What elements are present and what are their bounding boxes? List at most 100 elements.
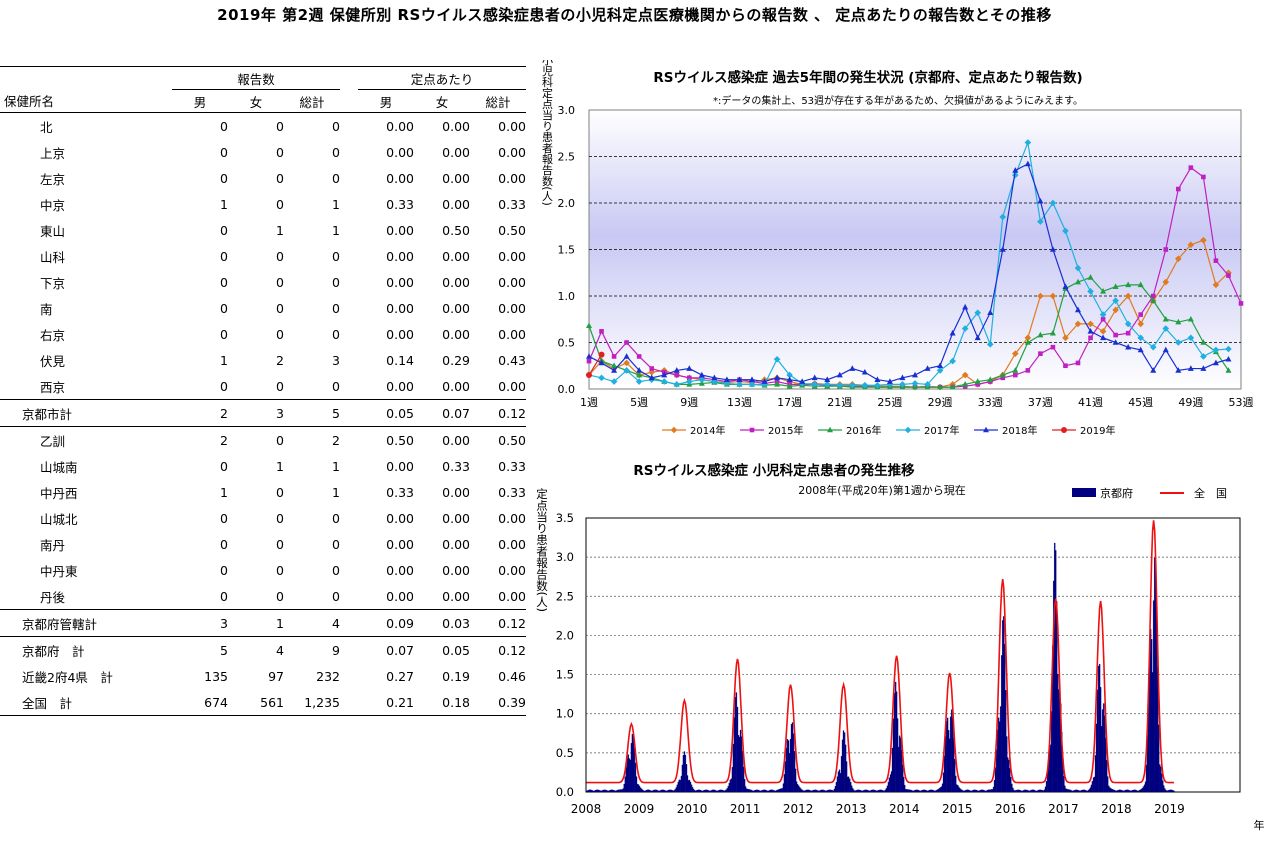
chart1-point [623, 367, 630, 374]
cell-female: 0 [276, 378, 284, 394]
chart1-point [1176, 186, 1181, 192]
chart1-point [937, 383, 944, 390]
cell-total: 1 [332, 458, 340, 474]
chart1-point [1187, 365, 1194, 371]
chart2-year-label: 2015 [942, 802, 973, 816]
chart1-xtick-label: 13週 [727, 396, 752, 409]
header-per-male: 男 [358, 89, 414, 113]
table-row: 丹後 0 0 0 0.00 0.00 0.00 [0, 583, 526, 610]
chart1-xtick-label: 5週 [630, 396, 648, 409]
chart1-point [1125, 343, 1132, 350]
cell-female: 97 [268, 668, 284, 684]
chart1-point [1162, 346, 1169, 353]
chart1-point [999, 246, 1006, 252]
cell-male: 3 [172, 609, 228, 637]
chart1-point [1187, 241, 1195, 249]
chart1-point [1075, 360, 1081, 366]
cell-per-total: 0.33 [498, 458, 526, 474]
chart1-legend-marker [1061, 427, 1067, 433]
cell-per-male: 0.00 [386, 458, 414, 474]
chart1-series-line [588, 354, 603, 376]
header-female: 女 [228, 89, 284, 113]
chart1-point [924, 381, 931, 388]
chart1-point [624, 340, 629, 345]
chart1-legend-marker [904, 426, 912, 434]
cell-female: 1 [228, 609, 284, 637]
chart1-point [1087, 274, 1094, 280]
cell-female: 2 [276, 352, 284, 368]
chart1-point [861, 368, 868, 375]
cell-name: 中京 [40, 197, 66, 213]
cell-per-total: 0.00 [498, 536, 526, 552]
chart1-point [698, 376, 706, 383]
chart1-ylabel: 小児科定点当り患者報告数(人) [541, 60, 554, 206]
cell-total: 0 [332, 118, 340, 134]
chart2-legend-swatch [1072, 488, 1096, 497]
chart1-point [1149, 343, 1157, 351]
cell-total: 0 [332, 248, 340, 264]
chart1-point [936, 367, 944, 374]
trend-area-chart: RSウイルス感染症 小児科定点患者の発生推移 2008年(平成20年)第1週から… [535, 462, 1265, 832]
cell-total: 0 [332, 144, 340, 160]
chart1-point [586, 372, 592, 379]
cell-gap [340, 269, 358, 295]
cell-female: 0 [276, 118, 284, 134]
chart1-point [1049, 292, 1057, 300]
chart1-point [711, 374, 718, 381]
chart2-national-line [586, 520, 1174, 784]
chart1-point [723, 380, 731, 387]
chart1-point [1200, 353, 1207, 360]
chart2-ytick-label: 0.0 [556, 785, 574, 799]
cell-per-total: 0.00 [498, 588, 526, 604]
cell-per-male: 0.00 [386, 300, 414, 316]
chart1-xtick-label: 49週 [1178, 396, 1203, 409]
cell-per-female: 0.03 [414, 609, 470, 637]
cell-male: 0 [220, 510, 228, 526]
table-row: 西京 0 0 0 0.00 0.00 0.00 [0, 373, 526, 400]
cell-name: 下京 [40, 275, 66, 291]
chart1-point [1112, 339, 1119, 345]
chart1-xtick-label: 25週 [877, 396, 902, 409]
chart1-point [1150, 297, 1157, 303]
chart1-point [1124, 292, 1132, 300]
chart1-point [1138, 312, 1143, 317]
page-title: 2019年 第2週 保健所別 RSウイルス感染症患者の小児科定点医療機関からの報… [217, 6, 1052, 24]
chart1-xtick-label: 45週 [1128, 396, 1153, 409]
past-5-years-line-chart: RSウイルス感染症 過去5年間の発生状況 (京都府、定点あたり報告数) *:デー… [541, 60, 1254, 437]
chart2-ylabel: 定点当り患者報告数(人) [535, 487, 549, 612]
chart1-point [1063, 363, 1068, 369]
cell-name: 東山 [40, 223, 66, 239]
chart1-point [686, 365, 693, 371]
cell-female: 0 [276, 510, 284, 526]
chart1-point [836, 371, 843, 378]
cell-per-female: 0.00 [442, 300, 470, 316]
cell-per-male: 0.00 [386, 378, 414, 394]
cell-name: 京都府 計 [22, 643, 85, 659]
chart1-point [1200, 365, 1207, 371]
cell-female: 3 [228, 399, 284, 427]
cell-female: 4 [276, 642, 284, 658]
chart1-point [1012, 167, 1019, 173]
cell-per-male: 0.00 [386, 536, 414, 552]
cell-name: 中丹東 [40, 563, 78, 579]
chart1-point [599, 329, 604, 334]
chart1-point [1162, 325, 1170, 332]
cell-gap [340, 321, 358, 347]
cell-per-male: 0.00 [386, 510, 414, 526]
chart1-xtick-label: 21週 [827, 396, 852, 409]
chart2-year-label: 2014 [889, 802, 920, 816]
table-row: 京都府 計 5 4 9 0.07 0.05 0.12 [0, 637, 526, 664]
cell-per-male: 0.00 [386, 222, 414, 238]
chart1-point [1037, 292, 1044, 300]
cell-per-male: 0.00 [386, 326, 414, 342]
table-row: 左京 0 0 0 0.00 0.00 0.00 [0, 165, 526, 191]
cell-per-male: 0.00 [386, 144, 414, 160]
cell-name: 山城南 [40, 459, 78, 475]
cell-name: 中丹西 [40, 485, 78, 501]
cell-female: 0 [276, 588, 284, 604]
cell-per-female: 0.00 [442, 510, 470, 526]
chart2-year-label: 2010 [677, 802, 708, 816]
chart1-point [849, 381, 856, 389]
cell-total: 2 [332, 432, 340, 448]
cell-per-female: 0.00 [442, 326, 470, 342]
